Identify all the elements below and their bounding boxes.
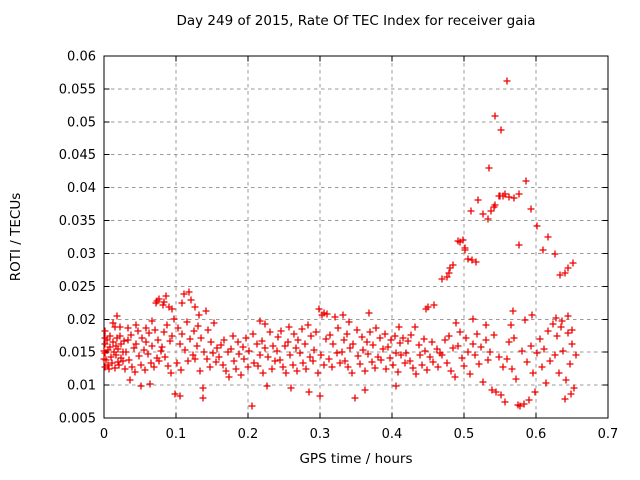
x-tick-label: 0.5 xyxy=(454,427,475,442)
y-tick-label: 0.035 xyxy=(59,214,96,229)
y-tick-label: 0.05 xyxy=(67,115,96,130)
y-tick-label: 0.025 xyxy=(59,280,96,295)
y-tick-label: 0.005 xyxy=(59,412,96,427)
x-tick-label: 0.2 xyxy=(238,427,259,442)
y-tick-label: 0.055 xyxy=(59,82,96,97)
x-tick-label: 0.7 xyxy=(598,427,619,442)
x-tick-label: 0.3 xyxy=(310,427,331,442)
plot-border xyxy=(103,55,609,419)
x-tick-label: 0.6 xyxy=(526,427,547,442)
y-tick-label: 0.01 xyxy=(67,379,96,394)
y-tick-label: 0.02 xyxy=(67,313,96,328)
y-tick-label: 0.015 xyxy=(59,346,96,361)
x-axis-title: GPS time / hours xyxy=(299,451,413,467)
y-tick-label: 0.045 xyxy=(59,148,96,163)
y-tick-label: 0.04 xyxy=(67,181,96,196)
y-tick-label: 0.03 xyxy=(67,247,96,262)
x-tick-label: 0.4 xyxy=(382,427,403,442)
x-tick-label: 0.1 xyxy=(166,427,187,442)
scatter-points xyxy=(100,77,580,410)
y-tick-label: 0.06 xyxy=(67,50,96,65)
x-tick-label: 0 xyxy=(100,427,108,442)
chart-title: Day 249 of 2015, Rate Of TEC Index for r… xyxy=(176,13,536,29)
